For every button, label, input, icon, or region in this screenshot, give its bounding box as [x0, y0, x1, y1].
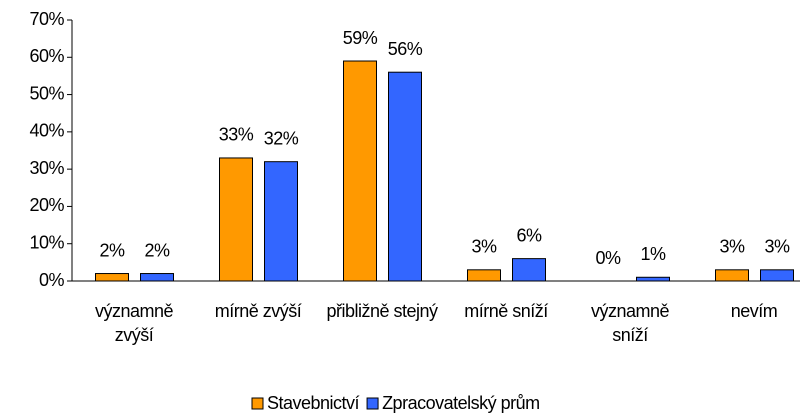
value-label: 2% [144, 240, 170, 260]
bar [140, 273, 174, 282]
x-tick-label: nevím [730, 301, 778, 321]
value-label: 56% [388, 39, 423, 59]
bar [343, 60, 377, 282]
x-tick-label: mírně zvýší [214, 301, 302, 321]
value-label: 3% [764, 237, 790, 257]
value-label: 2% [99, 240, 125, 260]
x-tick-label: významně sníží [590, 301, 670, 345]
bar [636, 276, 670, 282]
bar [512, 258, 546, 282]
legend-label: Stavebnictví [267, 393, 360, 413]
value-label: 59% [343, 28, 378, 48]
x-tick-label: přibližně stejný [326, 301, 438, 321]
x-tick-label: mírně sníží [464, 301, 548, 321]
value-label: 1% [640, 244, 666, 264]
value-label: 6% [516, 225, 542, 245]
bar [95, 273, 129, 282]
y-tick-label: 50% [29, 83, 64, 103]
y-tick-label: 0% [39, 270, 65, 290]
legend-swatch [251, 397, 264, 410]
y-tick-label: 70% [29, 9, 64, 29]
legend-label: Zpracovatelský prům [382, 393, 540, 413]
bar [264, 161, 298, 282]
bar [388, 71, 422, 282]
y-tick-label: 10% [29, 232, 64, 252]
bar [219, 157, 253, 282]
bar [760, 269, 794, 282]
value-label: 3% [719, 237, 745, 257]
value-label: 3% [471, 237, 497, 257]
bar [467, 269, 501, 282]
y-tick-label: 60% [29, 46, 64, 66]
y-tick-label: 40% [29, 121, 64, 141]
y-tick-label: 20% [29, 195, 64, 215]
bar [715, 269, 749, 282]
value-label: 32% [264, 128, 299, 148]
y-tick-label: 30% [29, 158, 64, 178]
x-tick-label: významně zvýší [94, 301, 174, 345]
value-label: 0% [595, 248, 621, 268]
value-label: 33% [219, 125, 254, 145]
legend-swatch [366, 397, 379, 410]
